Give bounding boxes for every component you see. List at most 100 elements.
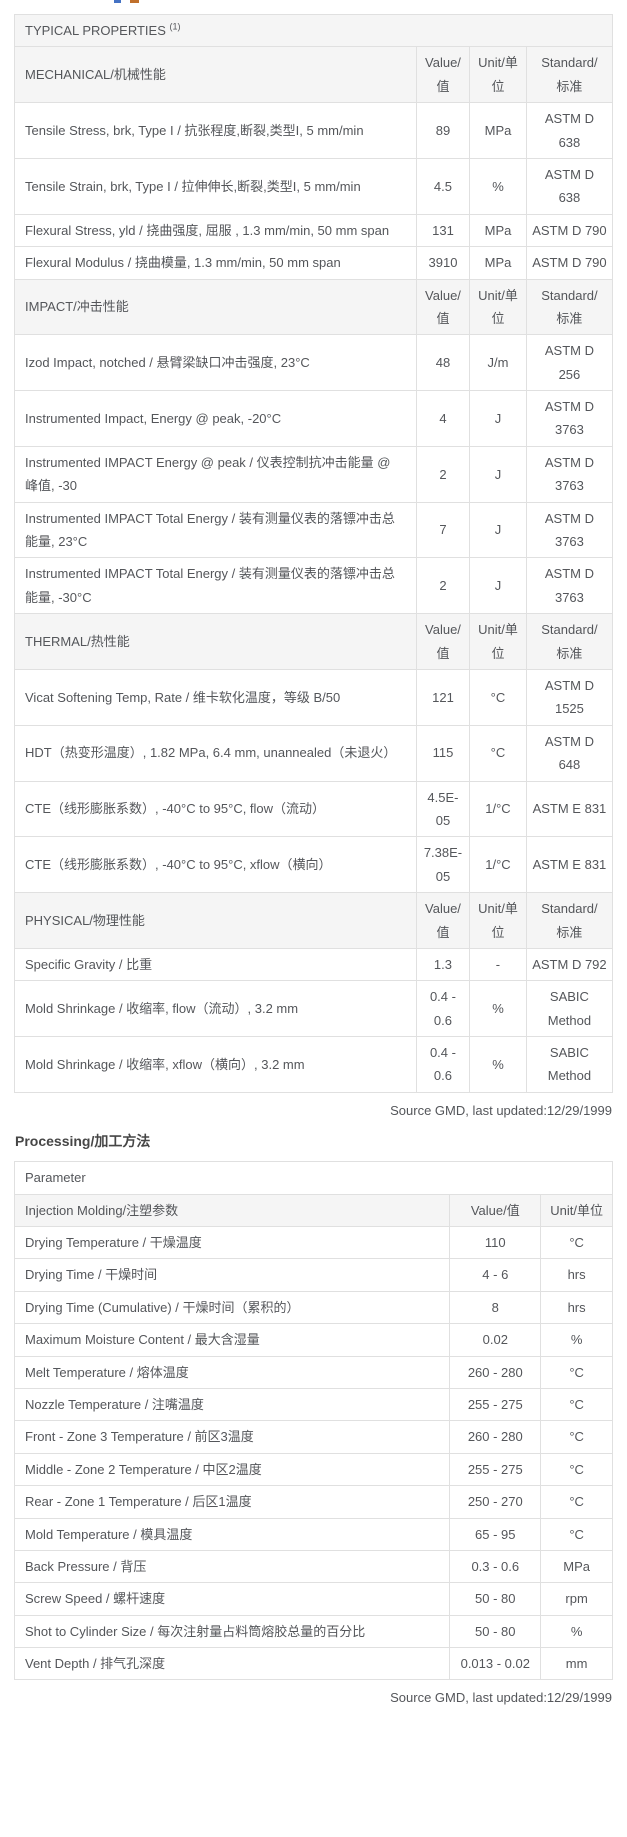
property-unit-cell: 1/°C [469,780,527,838]
section-header-row: PHYSICAL/物理性能 Value/ 值 Unit/单 位 Standard/ 标… [14,892,614,949]
parameter-value-cell: 0.3 - 0.6 [449,1549,542,1584]
property-value-cell: 7.38E- 05 [415,836,471,894]
table-title-superscript: (1) [169,21,181,32]
property-row: Instrumented Impact, Energy @ peak, -20°… [14,390,614,447]
property-value-cell: 7 [415,501,471,559]
parameter-row: Screw Speed / 螺杆速度 50 - 80 rpm [13,1582,613,1616]
processing-table: Parameter Injection Molding/注塑参数 Value/值 Un… [13,1161,613,1681]
property-value-cell: 48 [415,334,471,392]
property-unit-cell: % [469,157,527,215]
property-standard-cell: SABIC Method [525,1036,614,1093]
property-row: Vicat Softening Temp, Rate / 维卡软化温度，等级 B… [14,668,614,726]
parameter-row: Drying Time (Cumulative) / 干燥时间（累积的） 8 hrs [13,1290,613,1325]
parameter-name-cell: Front - Zone 3 Temperature / 前区3温度 [13,1420,451,1454]
property-unit-cell: J/m [469,334,527,392]
property-row: Flexural Modulus / 挠曲模量, 1.3 mm/min, 50 … [14,246,614,280]
parameter-row: Shot to Cylinder Size / 每次注射量占料筒熔胶总量的百分比… [13,1614,613,1649]
property-standard-cell: ASTM D 792 [525,947,614,982]
column-header-standard: Standard/ 标准 [525,892,614,949]
parameter-unit-cell: % [540,1614,613,1649]
injection-molding-header-row: Injection Molding/注塑参数 Value/值 Unit/单位 [13,1193,613,1228]
property-row: CTE（线形膨胀系数）, -40°C to 95°C, xflow（横向） 7.3… [14,836,614,894]
source-note: Source GMD, last updated:12/29/1999 [390,1690,612,1706]
parameter-unit-cell: MPa [540,1549,613,1584]
property-name-cell: Specific Gravity / 比重 [14,947,417,982]
property-row: Specific Gravity / 比重 1.3- ASTM D 792 [14,947,614,982]
parameter-name-cell: Shot to Cylinder Size / 每次注射量占料筒熔胶总量的百分比 [13,1614,451,1649]
property-value-cell: 121 [415,668,471,726]
property-unit-cell: °C [469,724,527,782]
property-value-cell: 115 [415,724,471,782]
cropped-glyph [130,0,139,3]
property-unit-cell: °C [469,668,527,726]
cropped-text-fragment [14,0,613,6]
property-name-cell: Instrumented IMPACT Total Energy / 装有测量仪… [14,557,417,615]
property-standard-cell: ASTM E 831 [525,836,614,894]
property-value-cell: 0.4 - 0.6 [415,980,471,1038]
property-name-cell: Tensile Stress, brk, Type I / 抗张程度,断裂,类型… [14,102,417,159]
property-standard-cell: ASTM D 1525 [525,668,614,726]
parameter-value-cell: 8 [449,1290,542,1325]
parameter-value-cell: 0.013 - 0.02 [449,1647,542,1681]
property-name-cell: Mold Shrinkage / 收缩率, xflow（横向）, 3.2 mm [14,1036,417,1093]
parameter-name-cell: Vent Depth / 排气孔深度 [13,1647,451,1681]
property-row: Instrumented IMPACT Energy @ peak / 仪表控制… [14,445,614,503]
section-label: PHYSICAL/物理性能 [14,892,417,949]
property-standard-cell: ASTM D 790 [525,213,614,248]
column-header-unit: Unit/单位 [540,1193,613,1228]
property-standard-cell: ASTM D 790 [525,246,614,280]
datasheet-page: TYPICAL PROPERTIES (1) MECHANICAL/机械性能 Val… [13,0,614,1706]
column-header-standard: Standard/ 标准 [525,613,614,670]
property-name-cell: Instrumented IMPACT Total Energy / 装有测量仪… [14,501,417,559]
property-row: Instrumented IMPACT Total Energy / 装有测量仪… [14,557,614,615]
column-header-unit: Unit/单 位 [469,46,527,104]
property-standard-cell: ASTM D 648 [525,724,614,782]
parameter-value-cell: 110 [449,1226,542,1260]
parameter-row: Rear - Zone 1 Temperature / 后区1温度 250 - 2… [13,1485,613,1519]
property-name-cell: HDT（热变形温度）, 1.82 MPa, 6.4 mm, unannealed… [14,724,417,782]
property-value-cell: 4 [415,390,471,447]
parameter-name-cell: Maximum Moisture Content / 最大含湿量 [13,1323,451,1357]
property-standard-cell: ASTM D 256 [525,334,614,392]
property-unit-cell: MPa [469,213,527,248]
property-row: Mold Shrinkage / 收缩率, flow（流动）, 3.2 mm 0.… [14,980,614,1038]
property-value-cell: 2 [415,557,471,615]
column-header-standard: Standard/ 标准 [525,278,614,336]
property-row: Flexural Stress, yld / 挠曲强度, 屈服 , 1.3 mm… [14,213,614,248]
parameter-unit-cell: °C [540,1420,613,1454]
property-unit-cell: J [469,501,527,559]
parameter-value-cell: 255 - 275 [449,1452,542,1487]
property-unit-cell: - [469,947,527,982]
property-unit-cell: J [469,445,527,503]
parameter-unit-cell: °C [540,1452,613,1487]
property-row: Izod Impact, notched / 悬臂梁缺口冲击强度, 23°C 48… [14,334,614,392]
parameter-name-cell: Nozzle Temperature / 注嘴温度 [13,1387,451,1422]
parameter-value-cell: 4 - 6 [449,1258,542,1292]
parameter-value-cell: 250 - 270 [449,1485,542,1519]
property-row: Tensile Stress, brk, Type I / 抗张程度,断裂,类型… [14,102,614,159]
column-header-unit: Unit/单 位 [469,278,527,336]
parameter-unit-cell: % [540,1323,613,1357]
property-standard-cell: ASTM D 3763 [525,557,614,615]
parameter-unit-cell: rpm [540,1582,613,1616]
parameter-name-cell: Melt Temperature / 熔体温度 [13,1355,451,1389]
property-unit-cell: MPa [469,246,527,280]
parameter-name-cell: Drying Temperature / 干燥温度 [13,1226,451,1260]
parameter-unit-cell: mm [540,1647,613,1681]
group-label: Injection Molding/注塑参数 [13,1193,451,1228]
property-standard-cell: ASTM D 3763 [525,445,614,503]
parameter-row: Maximum Moisture Content / 最大含湿量 0.02% [13,1323,613,1357]
parameter-row: Middle - Zone 2 Temperature / 中区2温度 255 -… [13,1452,613,1487]
parameter-value-cell: 260 - 280 [449,1420,542,1454]
property-value-cell: 1.3 [415,947,471,982]
column-header-value: Value/ 值 [415,278,471,336]
table-title: TYPICAL PROPERTIES [25,23,166,38]
property-value-cell: 2 [415,445,471,503]
parameter-value-cell: 0.02 [449,1323,542,1357]
typical-properties-table: TYPICAL PROPERTIES (1) MECHANICAL/机械性能 Val… [14,13,614,1093]
parameter-title-cell: Parameter [14,1161,613,1195]
table-title-cell: TYPICAL PROPERTIES (1) [14,13,613,48]
column-header-value: Value/ 值 [415,46,471,104]
parameter-unit-cell: °C [540,1226,613,1260]
property-unit-cell: % [469,1036,527,1093]
